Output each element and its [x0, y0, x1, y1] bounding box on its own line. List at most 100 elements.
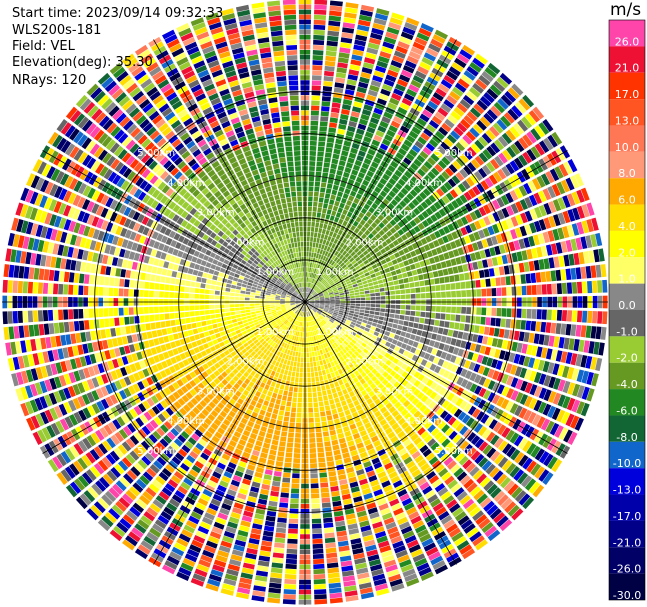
range-gate [426, 379, 434, 387]
range-gate [329, 5, 343, 12]
range-gate [382, 173, 390, 181]
range-gate [363, 393, 371, 401]
range-gate [284, 411, 290, 417]
range-gate [542, 188, 552, 201]
range-gate [155, 495, 167, 505]
range-gate [328, 271, 333, 277]
range-gate [213, 377, 221, 385]
range-gate [325, 358, 330, 364]
range-gate [531, 285, 537, 295]
range-gate [283, 584, 297, 590]
range-gate [423, 244, 431, 252]
range-gate [334, 250, 339, 257]
range-gate [319, 306, 324, 309]
range-gate [332, 287, 338, 291]
range-gate [373, 284, 380, 289]
range-gate [334, 292, 339, 295]
range-gate [266, 379, 272, 386]
range-gate [332, 97, 342, 104]
range-gate [306, 241, 310, 247]
range-gate [346, 271, 352, 276]
range-gate [454, 274, 460, 282]
range-gate [313, 293, 318, 297]
range-gate [400, 387, 408, 396]
range-gate [353, 314, 359, 318]
range-gate [305, 317, 307, 322]
range-gate [144, 452, 155, 463]
range-gate [292, 463, 300, 469]
range-gate [385, 308, 391, 313]
range-gate [446, 306, 451, 313]
range-gate [340, 303, 345, 305]
range-gate [274, 466, 283, 472]
range-gate [478, 269, 485, 279]
range-gate [295, 320, 299, 326]
range-gate [289, 513, 299, 519]
range-gate [505, 462, 517, 475]
range-gate [444, 118, 455, 129]
range-gate [455, 157, 466, 167]
range-gate [305, 292, 307, 297]
range-gate [448, 527, 461, 538]
range-gate [528, 109, 541, 123]
range-gate [208, 401, 216, 409]
range-gate [476, 240, 484, 250]
range-gate [324, 193, 331, 199]
range-gate [308, 186, 314, 192]
range-gate [342, 273, 348, 279]
range-gate [563, 429, 573, 443]
range-gate [407, 179, 416, 188]
range-gate [489, 508, 502, 520]
range-gate [323, 325, 328, 330]
range-gate [450, 283, 456, 290]
range-gate [260, 452, 268, 459]
range-gate [359, 9, 373, 17]
range-gate [390, 290, 396, 295]
range-gate [489, 125, 500, 138]
range-gate [289, 417, 296, 423]
range-gate [257, 386, 264, 393]
range-gate [563, 254, 570, 267]
range-gate [313, 293, 318, 297]
range-gate [56, 453, 67, 467]
range-gate [328, 582, 342, 589]
range-gate [335, 234, 341, 240]
range-gate [425, 235, 432, 243]
range-gate [363, 439, 372, 446]
range-gate [494, 453, 505, 465]
range-gate [314, 4, 327, 10]
range-gate [265, 464, 274, 471]
range-gate [320, 111, 330, 117]
range-gate [552, 392, 562, 405]
range-gate [425, 388, 434, 397]
range-gate [413, 225, 421, 233]
range-gate [419, 150, 429, 160]
range-gate [445, 283, 451, 291]
range-gate [309, 296, 313, 300]
range-gate [291, 318, 295, 324]
range-gate [385, 374, 393, 382]
range-gate [311, 320, 315, 326]
range-gate [338, 267, 343, 273]
range-gate [311, 336, 315, 342]
range-gate [409, 282, 415, 288]
range-gate [536, 416, 546, 429]
range-gate [276, 367, 282, 373]
range-gate [410, 46, 424, 56]
range-gate [350, 347, 356, 353]
range-gate [268, 315, 274, 320]
range-gate [421, 219, 430, 228]
range-gate [273, 387, 279, 394]
range-gate [438, 342, 445, 351]
range-gate [392, 389, 400, 397]
range-gate [308, 305, 313, 309]
range-gate [413, 388, 421, 397]
range-gate [345, 595, 359, 602]
range-gate [340, 296, 345, 300]
range-gate [355, 216, 362, 223]
range-gate [398, 147, 407, 156]
range-gate [369, 348, 376, 354]
range-gate [326, 352, 331, 358]
range-gate [373, 578, 387, 587]
range-gate [225, 375, 232, 382]
